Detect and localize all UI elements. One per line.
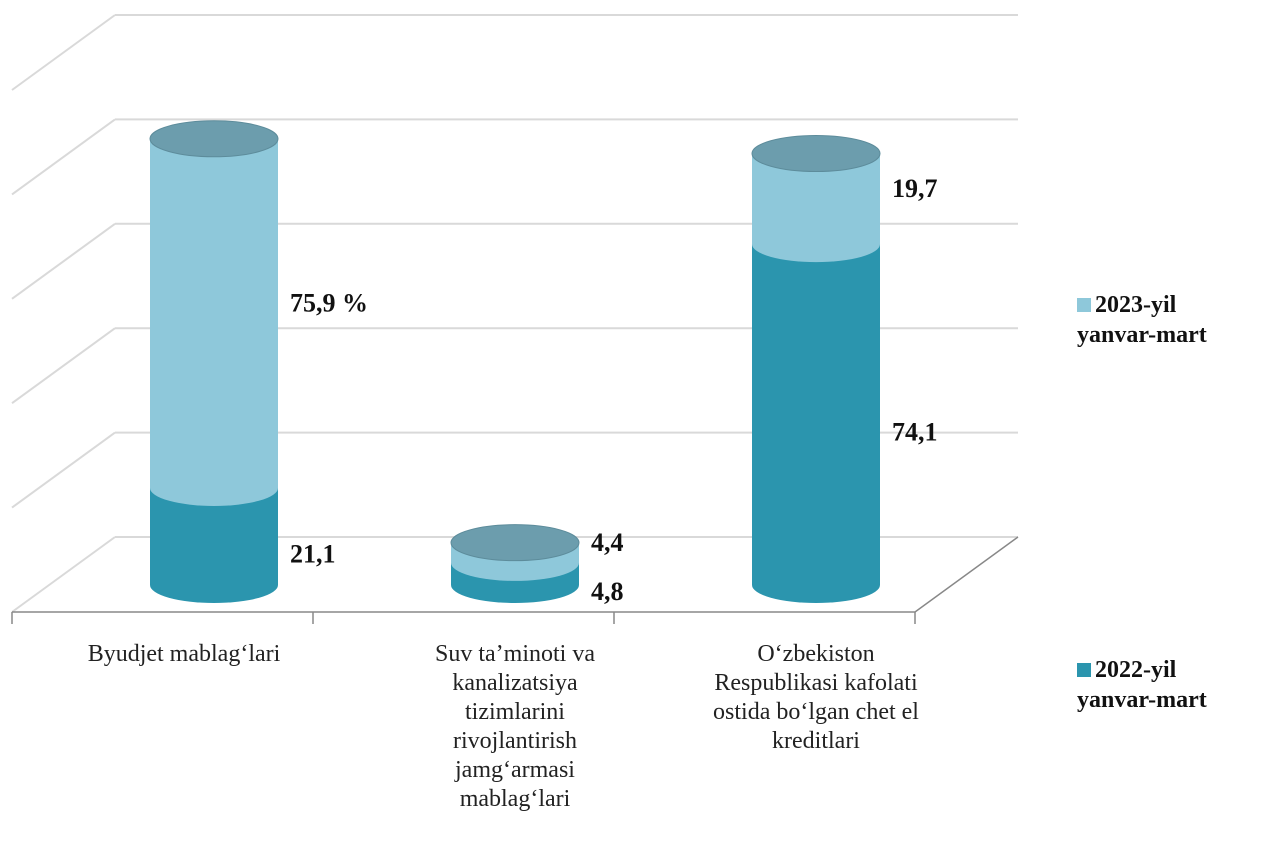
x-tick-label: O‘zbekiston Respublikasi kafolati ostida… xyxy=(711,640,921,756)
chart: 21,1 75,9 % 4,8 4,4 74,1 19,7 xyxy=(0,0,1277,855)
cylinder-top xyxy=(451,525,579,561)
grid-diagonal xyxy=(12,119,115,194)
legend-item: 2023-yil yanvar-mart xyxy=(1077,290,1247,350)
legend-swatch xyxy=(1077,663,1091,677)
bar xyxy=(752,244,880,585)
legend-item: 2022-yil yanvar-mart xyxy=(1077,655,1247,715)
value-label: 4,4 xyxy=(591,528,624,557)
legend-swatch xyxy=(1077,298,1091,312)
grid-diagonal xyxy=(12,433,115,508)
legend-label: 2022-yil yanvar-mart xyxy=(1077,657,1207,713)
bar xyxy=(150,139,278,488)
legend-label: 2023-yil yanvar-mart xyxy=(1077,292,1207,348)
value-label: 19,7 xyxy=(892,174,938,203)
value-label: 74,1 xyxy=(892,418,938,447)
x-tick-label: Suv ta’minoti va kanalizatsiya tizimlari… xyxy=(410,640,620,814)
cylinder-top xyxy=(752,136,880,172)
grid-diagonal xyxy=(12,224,115,299)
value-label: 75,9 % xyxy=(290,288,368,317)
value-label: 21,1 xyxy=(290,539,336,568)
value-label: 4,8 xyxy=(591,577,624,606)
grid-diagonal xyxy=(12,15,115,90)
grid-diagonal xyxy=(12,537,115,612)
grid-diagonal xyxy=(12,328,115,403)
page: 21,175,9 %4,84,474,119,7 (() => { const … xyxy=(0,0,1277,855)
x-tick-label: Byudjet mablag‘lari xyxy=(39,640,329,669)
cylinder-top xyxy=(150,121,278,157)
